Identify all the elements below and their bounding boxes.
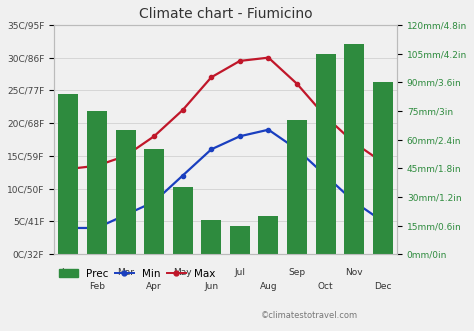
Bar xyxy=(344,44,364,254)
Text: Jul: Jul xyxy=(234,268,246,277)
Text: Feb: Feb xyxy=(89,282,105,291)
Title: Climate chart - Fiumicino: Climate chart - Fiumicino xyxy=(139,7,312,21)
Text: Apr: Apr xyxy=(146,282,162,291)
Bar xyxy=(287,120,307,254)
Bar xyxy=(230,225,250,254)
Text: ©climatestotravel.com: ©climatestotravel.com xyxy=(261,311,358,320)
Text: May: May xyxy=(173,268,192,277)
Bar xyxy=(58,94,78,254)
Bar xyxy=(116,130,136,254)
Bar xyxy=(87,111,107,254)
Text: Mar: Mar xyxy=(117,268,134,277)
Bar xyxy=(258,216,278,254)
Text: Dec: Dec xyxy=(374,282,392,291)
Text: Oct: Oct xyxy=(318,282,333,291)
Bar xyxy=(173,187,193,254)
Legend: Prec, Min, Max: Prec, Min, Max xyxy=(59,269,215,279)
Text: Sep: Sep xyxy=(289,268,306,277)
Text: Jun: Jun xyxy=(204,282,219,291)
Text: Jan: Jan xyxy=(62,268,75,277)
Bar xyxy=(144,149,164,254)
Text: Nov: Nov xyxy=(346,268,363,277)
Bar xyxy=(373,82,393,254)
Bar xyxy=(201,220,221,254)
Bar xyxy=(316,54,336,254)
Text: Aug: Aug xyxy=(260,282,277,291)
